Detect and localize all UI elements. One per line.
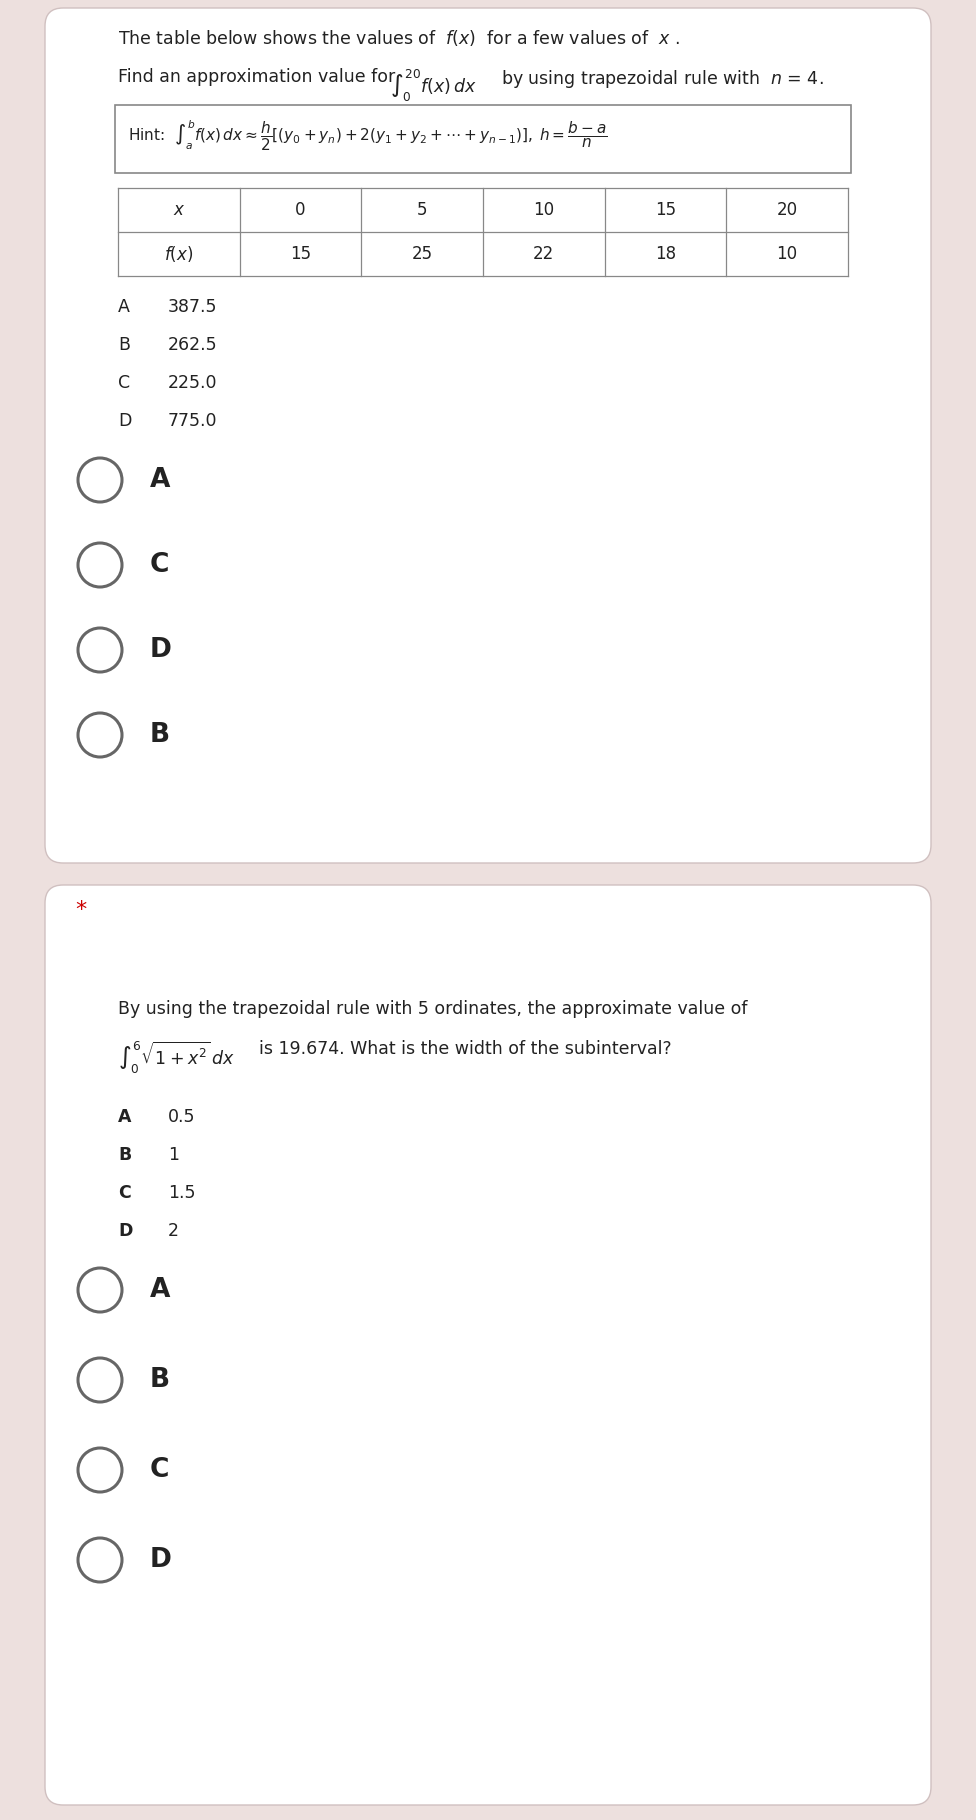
Text: 0: 0 — [296, 200, 305, 218]
FancyBboxPatch shape — [45, 885, 931, 1805]
Text: $f(x)$: $f(x)$ — [164, 244, 193, 264]
Text: 2: 2 — [168, 1221, 179, 1239]
Text: A: A — [118, 1108, 132, 1127]
Text: 1: 1 — [168, 1147, 179, 1165]
Text: C: C — [150, 1458, 170, 1483]
Text: Hint:  $\int_a^b f(x)\,dx \approx \dfrac{h}{2}\left[(y_0+y_n)+2(y_1+y_2+\cdots+y: Hint: $\int_a^b f(x)\,dx \approx \dfrac{… — [128, 118, 607, 153]
Text: C: C — [118, 1185, 131, 1201]
Text: 10: 10 — [777, 246, 797, 264]
Text: 25: 25 — [412, 246, 432, 264]
Text: 15: 15 — [290, 246, 311, 264]
Text: Find an approximation value for: Find an approximation value for — [118, 67, 406, 86]
Text: 20: 20 — [777, 200, 797, 218]
Text: D: D — [118, 411, 132, 430]
Text: C: C — [118, 373, 130, 391]
Text: 10: 10 — [533, 200, 554, 218]
FancyBboxPatch shape — [115, 106, 851, 173]
Text: By using the trapezoidal rule with 5 ordinates, the approximate value of: By using the trapezoidal rule with 5 ord… — [118, 999, 748, 1017]
Text: D: D — [150, 1547, 172, 1572]
Text: A: A — [150, 1278, 171, 1303]
Text: 18: 18 — [655, 246, 676, 264]
Text: $x$: $x$ — [173, 200, 185, 218]
Text: 225.0: 225.0 — [168, 373, 218, 391]
Circle shape — [78, 1269, 122, 1312]
Circle shape — [78, 628, 122, 672]
Text: B: B — [118, 337, 130, 355]
Circle shape — [78, 1358, 122, 1401]
Text: A: A — [150, 468, 171, 493]
Text: 15: 15 — [655, 200, 676, 218]
Text: D: D — [150, 637, 172, 662]
Circle shape — [78, 1538, 122, 1582]
Text: The table below shows the values of  $f(x)$  for a few values of  $x$ .: The table below shows the values of $f(x… — [118, 27, 680, 47]
Text: 1.5: 1.5 — [168, 1185, 195, 1201]
Text: B: B — [150, 1367, 170, 1392]
Text: 262.5: 262.5 — [168, 337, 218, 355]
Text: $\int_0^{20} f(x)\, dx$: $\int_0^{20} f(x)\, dx$ — [390, 67, 476, 104]
Text: 775.0: 775.0 — [168, 411, 218, 430]
Circle shape — [78, 1449, 122, 1492]
Circle shape — [78, 459, 122, 502]
Text: by using trapezoidal rule with  $n$ = 4.: by using trapezoidal rule with $n$ = 4. — [490, 67, 824, 89]
Text: B: B — [150, 723, 170, 748]
Text: 22: 22 — [533, 246, 554, 264]
FancyBboxPatch shape — [45, 7, 931, 863]
Text: 387.5: 387.5 — [168, 298, 218, 317]
Text: D: D — [118, 1221, 133, 1239]
Text: C: C — [150, 551, 170, 579]
Circle shape — [78, 713, 122, 757]
Text: is 19.674. What is the width of the subinterval?: is 19.674. What is the width of the subi… — [248, 1039, 671, 1057]
Text: A: A — [118, 298, 130, 317]
Text: *: * — [75, 901, 86, 919]
Text: $\int_0^6 \sqrt{1+x^2}\, dx$: $\int_0^6 \sqrt{1+x^2}\, dx$ — [118, 1039, 235, 1076]
Text: B: B — [118, 1147, 131, 1165]
Text: 0.5: 0.5 — [168, 1108, 195, 1127]
Text: 5: 5 — [417, 200, 427, 218]
Circle shape — [78, 542, 122, 588]
